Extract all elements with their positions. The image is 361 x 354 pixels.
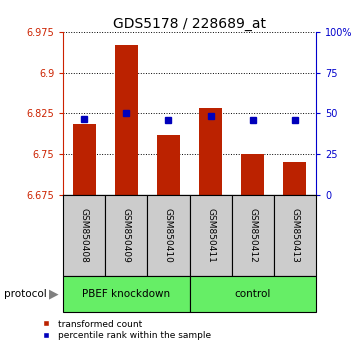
Bar xyxy=(115,45,138,195)
Title: GDS5178 / 228689_at: GDS5178 / 228689_at xyxy=(113,17,266,31)
Text: GSM850413: GSM850413 xyxy=(290,208,299,263)
Bar xyxy=(232,195,274,276)
Text: GSM850412: GSM850412 xyxy=(248,208,257,263)
Text: GSM850411: GSM850411 xyxy=(206,208,215,263)
Legend: transformed count, percentile rank within the sample: transformed count, percentile rank withi… xyxy=(34,316,214,344)
Text: protocol: protocol xyxy=(4,289,46,299)
Bar xyxy=(63,276,190,312)
Bar xyxy=(105,195,147,276)
Bar xyxy=(73,124,96,195)
Bar xyxy=(190,195,232,276)
Bar xyxy=(147,195,190,276)
Text: GSM850410: GSM850410 xyxy=(164,208,173,263)
Text: ▶: ▶ xyxy=(49,287,58,300)
Bar xyxy=(63,195,105,276)
Bar xyxy=(190,276,316,312)
Bar xyxy=(283,162,306,195)
Bar xyxy=(274,195,316,276)
Bar xyxy=(199,108,222,195)
Text: PBEF knockdown: PBEF knockdown xyxy=(82,289,170,299)
Text: GSM850408: GSM850408 xyxy=(80,208,89,263)
Bar xyxy=(241,154,264,195)
Text: control: control xyxy=(235,289,271,299)
Bar xyxy=(157,135,180,195)
Text: GSM850409: GSM850409 xyxy=(122,208,131,263)
